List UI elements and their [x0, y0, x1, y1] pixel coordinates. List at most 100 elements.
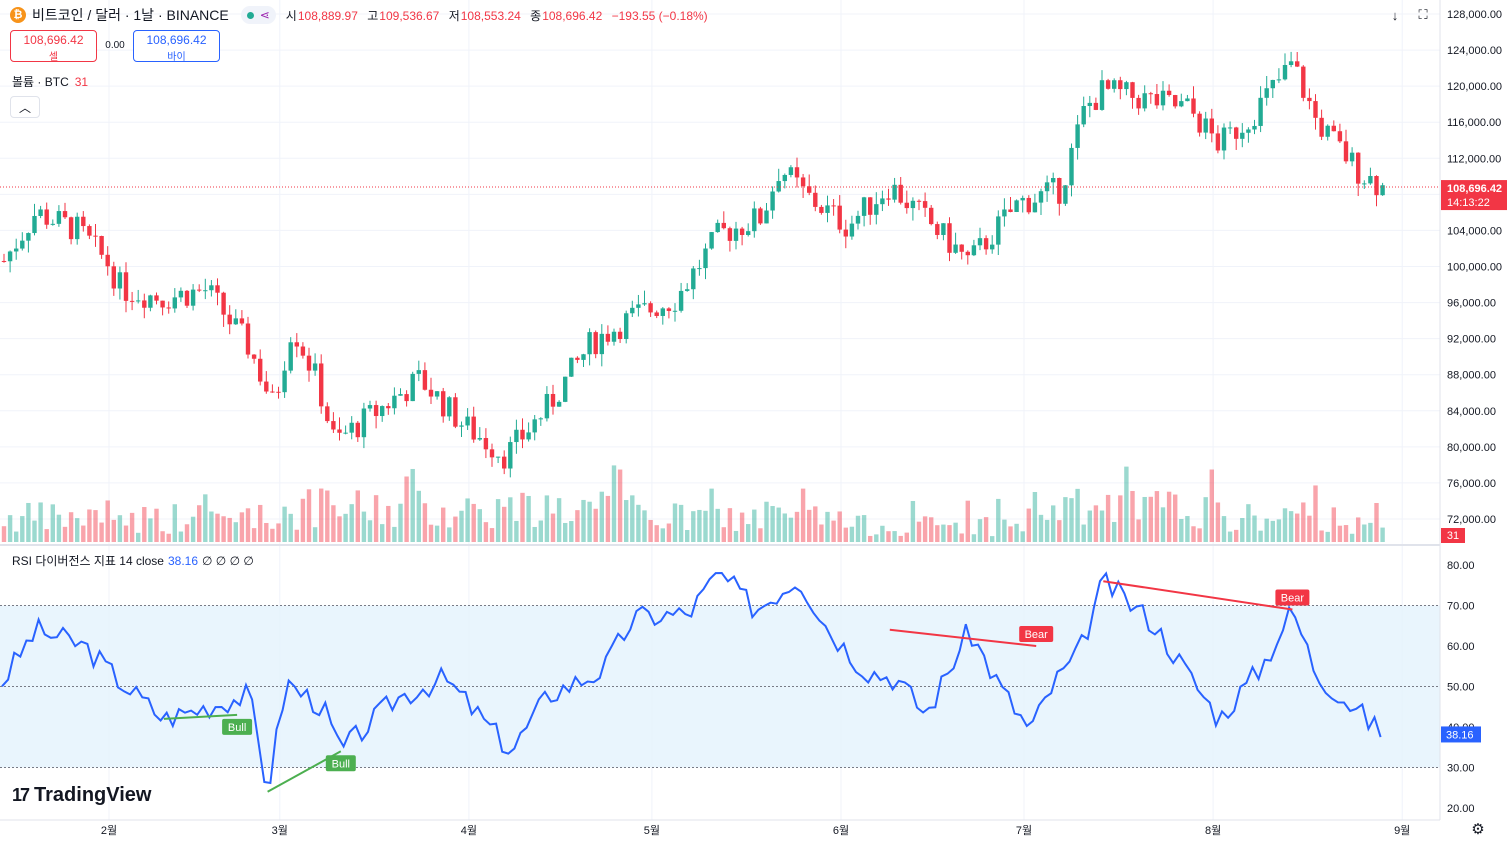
candle-body — [1185, 98, 1190, 102]
divergence-lines: Bull Bull Bear Bear — [163, 580, 1310, 793]
rsi-tick-label: 80.00 — [1447, 560, 1475, 572]
buy-button[interactable]: 108,696.42 바이 — [133, 30, 220, 63]
candle-body — [1087, 102, 1092, 107]
chevron-up-icon[interactable]: ︿ — [10, 96, 40, 118]
volume-bar — [672, 503, 678, 542]
tradingview-logo-text: TradingView — [34, 784, 152, 806]
volume-bar — [447, 527, 452, 542]
volume-bar — [904, 532, 909, 542]
volume-bar — [977, 519, 983, 542]
volume-bar — [587, 501, 592, 542]
candle-body — [1221, 127, 1227, 151]
volume-bar — [1026, 508, 1031, 542]
volume-bar — [563, 522, 568, 542]
volume-bar — [434, 525, 440, 542]
candle-body — [38, 209, 43, 216]
close-value: 108,696.42 — [542, 8, 603, 23]
rsi-value-badge — [1441, 726, 1481, 743]
candle-body — [32, 215, 37, 234]
candle-body — [14, 248, 19, 252]
volume-badge-text: 31 — [1447, 530, 1459, 542]
volume-bar — [983, 517, 989, 542]
volume-bar — [1124, 466, 1129, 542]
gear-icon[interactable]: ⚙ — [1471, 821, 1485, 838]
volume-bar — [172, 504, 177, 542]
volume-bar — [1038, 514, 1044, 542]
candle-body — [636, 304, 641, 308]
volume-bar — [721, 527, 726, 542]
candle-body — [483, 438, 489, 450]
volume-bar — [190, 516, 196, 542]
rsi-tick-label: 60.00 — [1447, 641, 1475, 653]
price-tick-label: 72,000.00 — [1447, 514, 1496, 526]
time-axis[interactable]: 2월 3월 4월 5월 6월 7월 8월 9월 — [101, 824, 1410, 837]
candle-body — [1112, 80, 1117, 89]
volume-bar — [953, 522, 958, 542]
candle-body — [190, 289, 196, 306]
volume-bar — [532, 526, 537, 542]
volume-bar — [392, 526, 397, 542]
share-icon[interactable]: ⋖ — [259, 8, 270, 22]
volume-bar — [1203, 497, 1208, 542]
candle-body — [1337, 131, 1343, 142]
volume-bar — [136, 532, 141, 542]
volume-bar — [1356, 517, 1361, 542]
arrow-down-icon[interactable]: ↓ — [1391, 7, 1399, 23]
price-axis[interactable]: 128,000.00 124,000.00 120,000.00 116,000.00… — [1447, 9, 1502, 526]
candle-body — [654, 312, 659, 316]
candle-body — [733, 228, 739, 241]
divergence-line — [889, 628, 1037, 647]
volume-bar — [105, 500, 110, 542]
fullscreen-icon[interactable]: ⛶ — [1418, 7, 1428, 22]
divergence-label: Bear — [1281, 593, 1305, 605]
candle-body — [575, 357, 580, 360]
candle-body — [520, 429, 525, 440]
candle-body — [1, 260, 7, 262]
candle-body — [50, 223, 55, 225]
candle-body — [544, 393, 550, 419]
candle-body — [1356, 152, 1361, 184]
time-tick-label: 9월 — [1394, 824, 1410, 837]
candle-body — [209, 285, 214, 291]
volume-bar — [349, 504, 354, 542]
volume-bar — [32, 520, 37, 542]
volume-bar — [1349, 533, 1355, 542]
candle-body — [855, 215, 861, 224]
volume-bar — [1331, 507, 1336, 542]
candle-body — [386, 406, 391, 409]
last-price-text: 108,696.42 — [1447, 183, 1502, 195]
candle-body — [20, 240, 25, 249]
volume-bar — [599, 491, 604, 542]
volume-bar — [288, 513, 293, 542]
candle-body — [831, 205, 836, 207]
rsi-legend[interactable]: RSI 다이버전스 지표 14 close 38.16 ∅ ∅ ∅ ∅ — [12, 552, 254, 569]
candle-body — [599, 333, 604, 355]
volume-legend-label: 볼륨 · BTC — [12, 75, 69, 89]
price-tick-label: 100,000.00 — [1447, 262, 1502, 274]
volume-bar — [965, 500, 970, 542]
status-pill[interactable]: ⋖ — [240, 6, 276, 24]
candle-body — [68, 217, 74, 240]
candle-body — [1008, 209, 1013, 212]
symbol-title[interactable]: 비트코인 / 달러 · 1날 · BINANCE — [32, 7, 229, 23]
spread-value: 0.00 — [105, 40, 125, 51]
candle-body — [81, 216, 86, 227]
candle-body — [1264, 88, 1269, 98]
candle-body — [739, 228, 745, 235]
volume-bar — [1093, 505, 1099, 542]
candle-body — [172, 297, 177, 309]
price-tick-label: 128,000.00 — [1447, 9, 1502, 21]
sell-button[interactable]: 108,696.42 셀 — [10, 30, 97, 63]
volume-bar — [1081, 524, 1086, 542]
price-tick-label: 92,000.00 — [1447, 334, 1496, 346]
volume-bar — [1197, 528, 1202, 542]
candle-body — [935, 224, 940, 235]
volume-legend[interactable]: 볼륨 · BTC 31 — [12, 73, 88, 90]
candle-body — [1325, 125, 1330, 137]
rsi-line — [1, 571, 1382, 785]
volume-bar — [56, 514, 62, 542]
candle-body — [459, 425, 464, 427]
tradingview-logo[interactable]: 17 TradingView — [12, 784, 151, 807]
